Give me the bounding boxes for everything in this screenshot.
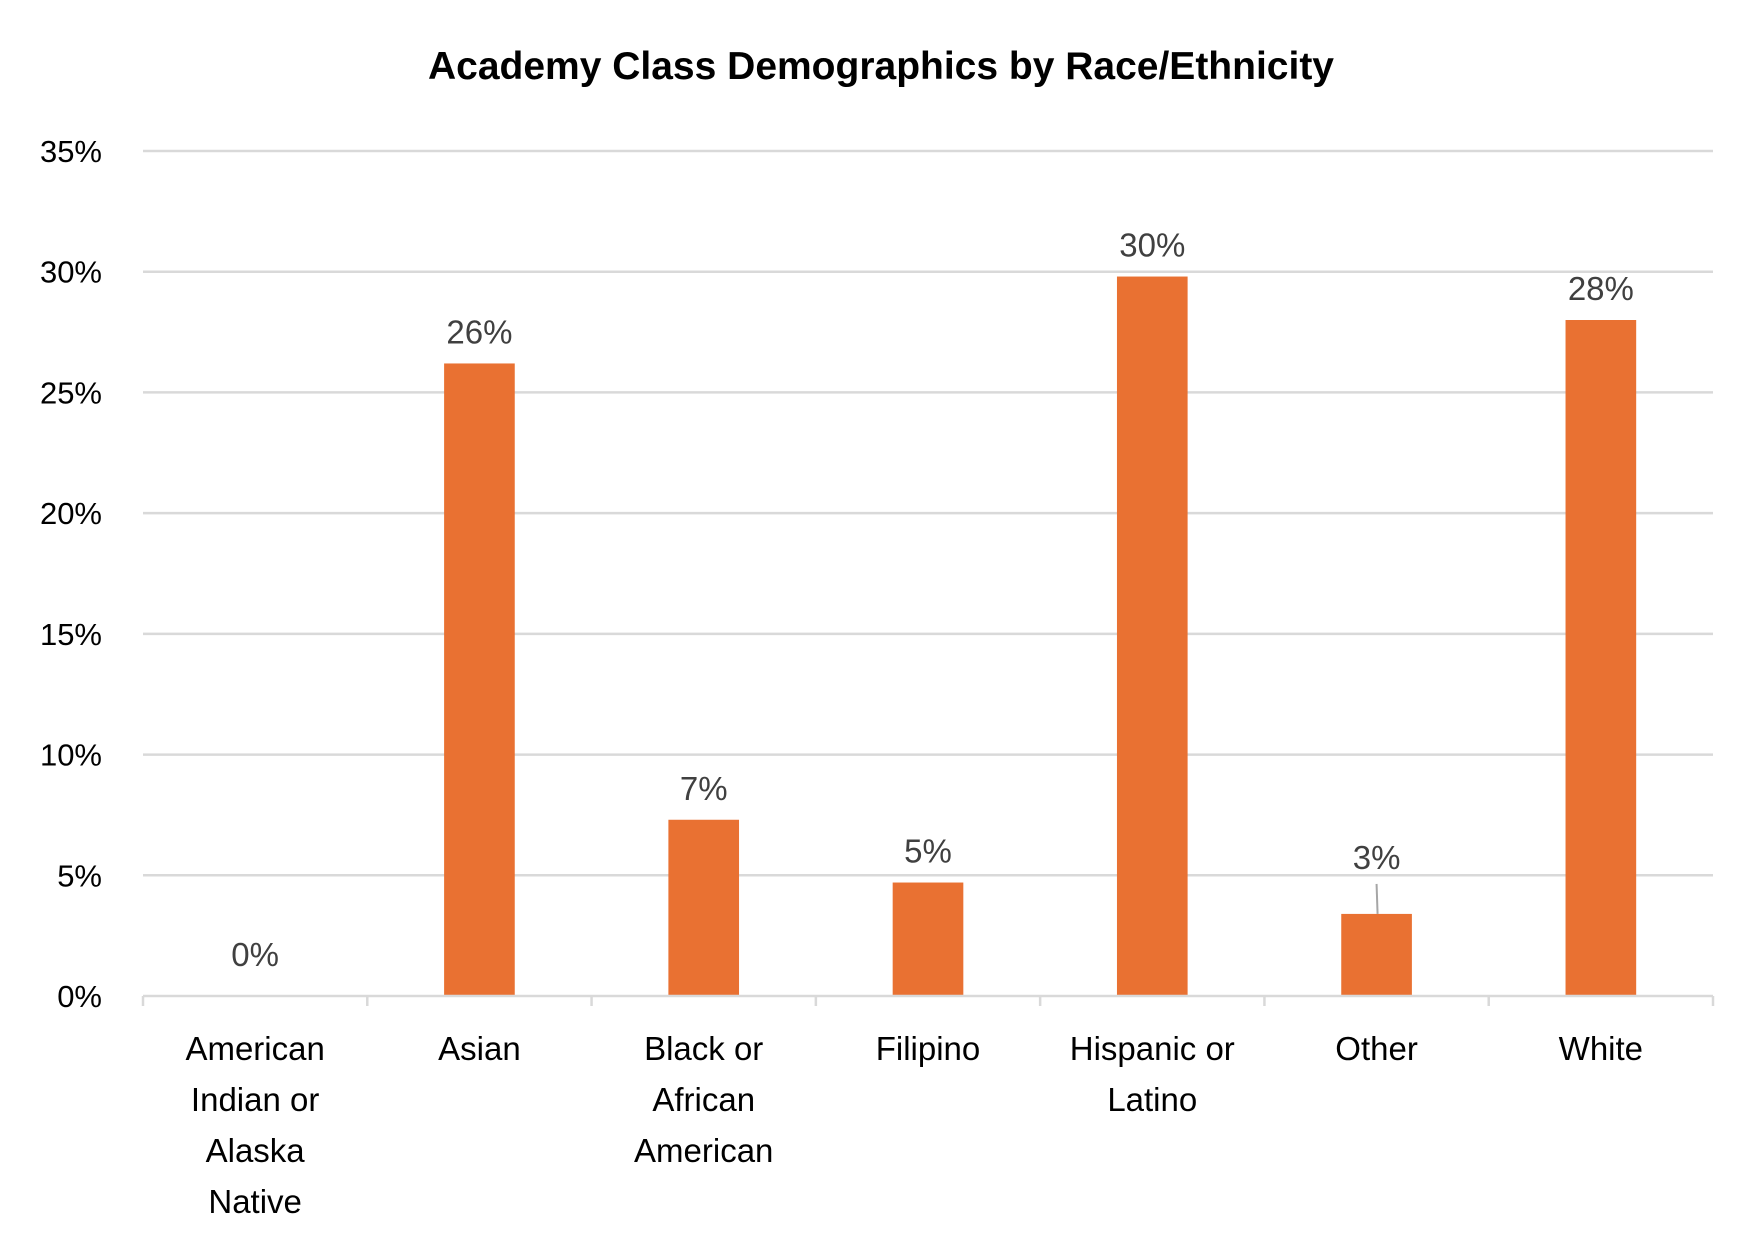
data-label: 28%: [1568, 270, 1634, 307]
x-tick-label: Asian: [438, 1030, 521, 1067]
y-tick-label: 20%: [40, 496, 102, 531]
chart-title: Academy Class Demographics by Race/Ethni…: [428, 45, 1334, 88]
bar: [444, 363, 515, 996]
leader-line: [1375, 883, 1379, 914]
y-tick-label: 0%: [57, 979, 102, 1014]
data-label: 30%: [1119, 227, 1185, 264]
bars: 0% 26% 7% 5% 30% 3% 28%: [231, 227, 1637, 996]
y-tick-label: 10%: [40, 738, 102, 773]
gridlines: [143, 149, 1713, 877]
x-tick-label: Hispanic or: [1070, 1030, 1235, 1067]
data-label: 26%: [446, 313, 512, 350]
x-tick-label: White: [1559, 1030, 1643, 1067]
bar: [668, 819, 740, 996]
y-tick-label: 15%: [40, 617, 102, 652]
bar: [1116, 276, 1188, 996]
data-label: 7%: [680, 770, 728, 807]
x-tick-label: Alaska: [206, 1132, 306, 1169]
data-label: 3%: [1353, 839, 1401, 876]
bar: [892, 882, 964, 996]
x-tick-label: Indian or: [191, 1081, 319, 1118]
x-tick-label: Other: [1335, 1030, 1418, 1067]
x-tick-label: Native: [208, 1183, 302, 1220]
y-axis: 0% 5% 10% 15% 20% 25% 30% 35%: [40, 134, 102, 1014]
y-tick-label: 25%: [40, 375, 102, 410]
x-tick-label: American: [634, 1132, 773, 1169]
y-tick-label: 35%: [40, 134, 102, 169]
x-tick-label: Black or: [644, 1030, 763, 1067]
bar: [1565, 320, 1637, 996]
x-tick-label: American: [185, 1030, 324, 1067]
data-label: 5%: [904, 833, 952, 870]
x-axis: American Indian or Alaska Native Asian Black …: [141, 994, 1715, 1220]
data-label: 0%: [231, 936, 279, 973]
x-tick-label: African: [652, 1081, 755, 1118]
y-tick-label: 5%: [57, 858, 102, 893]
x-tick-label: Latino: [1107, 1081, 1197, 1118]
x-tick-label: Filipino: [876, 1030, 981, 1067]
bar: [1341, 913, 1412, 996]
y-tick-label: 30%: [40, 255, 102, 290]
